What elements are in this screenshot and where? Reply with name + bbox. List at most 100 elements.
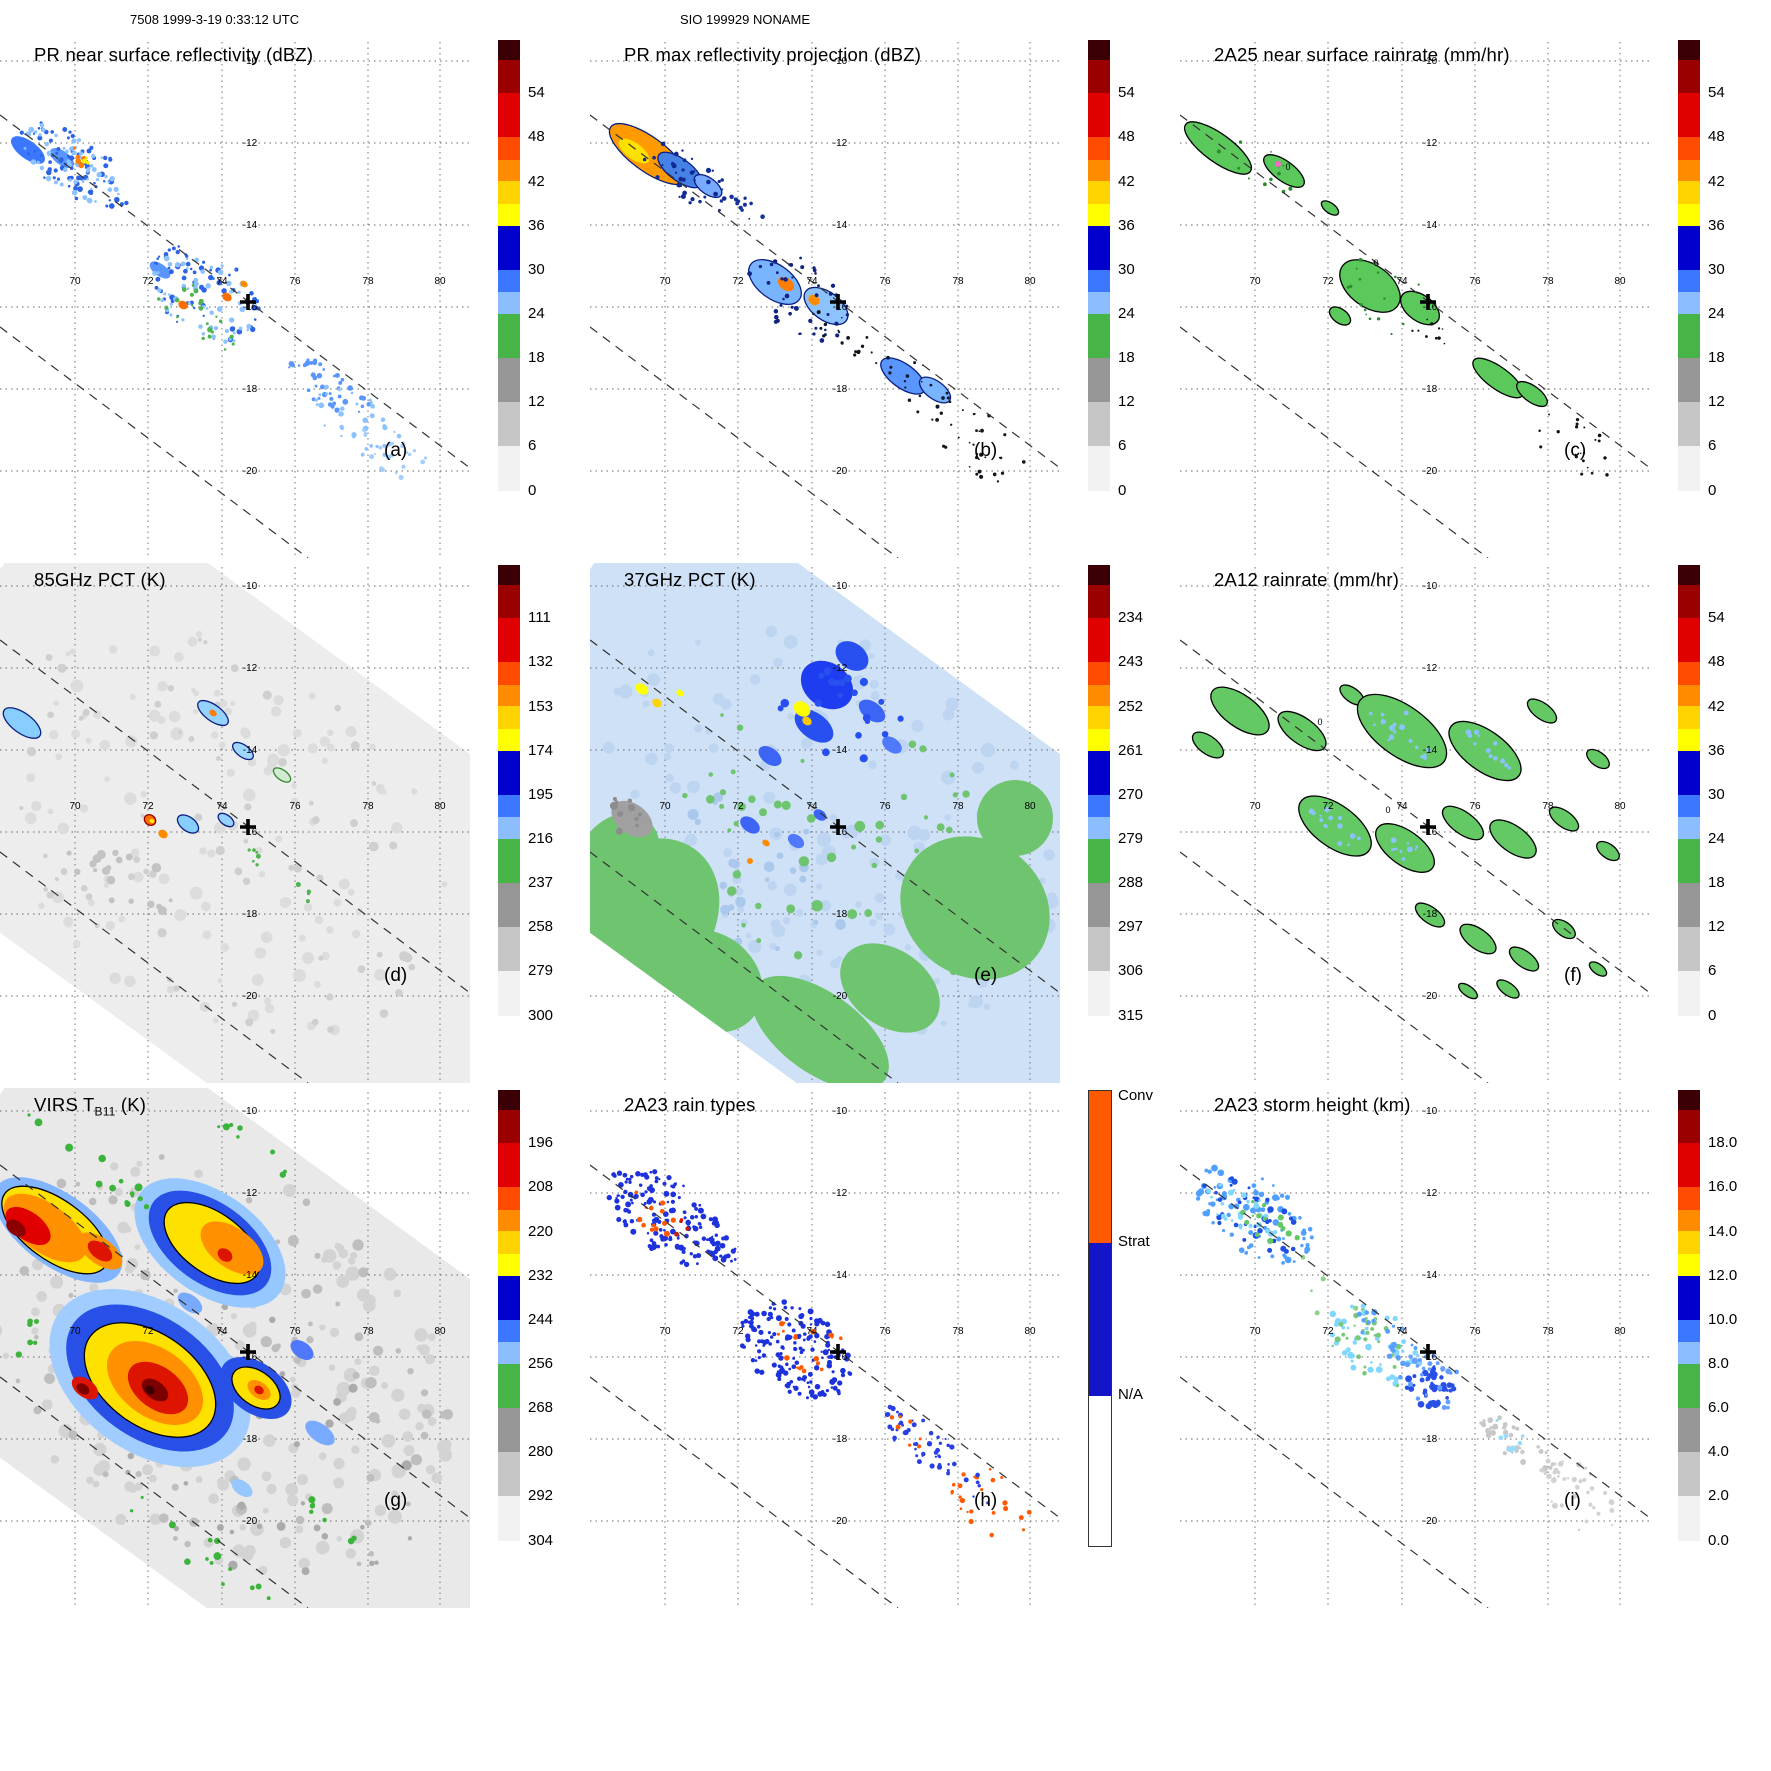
colorbar-tick: 195: [528, 785, 554, 803]
panel-letter: (h): [974, 1490, 997, 1511]
colorbar-labels: 54 48 42 36 30 24 18 12 6 0: [1118, 40, 1176, 499]
panel-letter: (c): [1564, 440, 1586, 461]
colorbar-tick: 54: [528, 84, 545, 102]
colorbar: [498, 1090, 520, 1545]
lat-label: -10: [1423, 56, 1438, 67]
lat-label: -14: [833, 745, 848, 756]
contour-label: 0: [1285, 162, 1290, 172]
lon-label: 72: [1322, 276, 1334, 287]
lon-label: 70: [659, 801, 671, 812]
panel-title: 2A12 rainrate (mm/hr): [1214, 569, 1399, 594]
colorbar: [1088, 1090, 1112, 1547]
precip-blob: [676, 689, 684, 697]
lat-label: -12: [833, 1188, 848, 1199]
lon-label: 78: [1542, 276, 1554, 287]
map-plot: 70 72 74 76 78 80 -10 -12 -14 -16 -18 -20 (h): [590, 1092, 1060, 1608]
contour-label: 0: [1373, 258, 1378, 268]
colorbar-tick: 30: [528, 260, 545, 278]
colorbar-tick: 268: [528, 1399, 554, 1417]
colorbar-tick: 12.0: [1708, 1266, 1738, 1284]
precip-blob: [272, 767, 292, 783]
lon-label: 78: [1542, 1326, 1554, 1337]
panel-title: 37GHz PCT (K): [624, 569, 756, 594]
precip-blob: [1448, 720, 1522, 782]
precip-blob: [149, 818, 155, 824]
precip-blob: [802, 716, 812, 726]
colorbar: [498, 40, 520, 495]
colorbar-tick: 196: [528, 1134, 554, 1152]
graticule: [590, 1092, 1060, 1606]
panel-title-text: 2A25 near surface rainrate (mm/hr): [1214, 44, 1510, 65]
precip-blob: [1328, 306, 1352, 326]
precip-blob: [1516, 380, 1548, 408]
lon-label: 80: [434, 276, 446, 287]
map-plot: 70 72 74 76 78 80 -10 -12 -14 -16 -18 -20 0 0 (f): [1180, 567, 1650, 1083]
panel-letter: (b): [974, 440, 997, 461]
lat-label: -14: [1423, 220, 1438, 231]
panel-title-text: VIRS T: [34, 1094, 95, 1115]
colorbar-tick: 12: [528, 393, 545, 411]
precip-blob: [177, 1292, 203, 1314]
colorbar-tick: 12: [1708, 393, 1725, 411]
lon-label: 72: [1322, 1326, 1334, 1337]
panel-g: 70 72 74 76 78 80 -10 -12 -14 -16 -18 -20 (g) VIRS T…: [0, 1084, 590, 1609]
lon-label: 70: [1249, 1326, 1261, 1337]
colorbar-tick: 0: [1118, 482, 1127, 500]
precip-blob: [813, 809, 827, 821]
lat-label: -20: [833, 1516, 848, 1527]
lon-label: 74: [216, 1326, 228, 1337]
lat-label: -10: [243, 581, 258, 592]
precip-blob: [1459, 923, 1497, 955]
graticule: [1180, 42, 1650, 556]
lon-label: 78: [362, 801, 374, 812]
lon-label: 76: [289, 801, 301, 812]
colorbar-tick: 24: [1118, 304, 1135, 322]
colorbar: [1678, 1090, 1700, 1545]
precip-blob: [747, 858, 753, 864]
lat-label: -16: [243, 1352, 258, 1363]
colorbar-class-label: N/A: [1118, 1385, 1144, 1403]
axis-labels: 70 72 74 76 78 80 -10 -12 -14 -16 -18 -20 0 0: [1249, 56, 1626, 477]
colorbar-tick: 36: [1118, 216, 1135, 234]
figure-header: 7508 1999-3-19 0:33:12 UTC SIO 199929 NO…: [0, 0, 1771, 34]
colorbar-tick: 153: [528, 697, 554, 715]
graticule: [1180, 567, 1650, 1081]
precip-blob: [900, 836, 1050, 980]
precip-blob: [222, 292, 232, 302]
axis-labels: 70 72 74 76 78 80 -10 -12 -14 -16 -18 -20: [659, 581, 1036, 1002]
swath-edge-lines: [1180, 1164, 1650, 1608]
lat-label: -20: [243, 991, 258, 1002]
lat-label: -20: [833, 466, 848, 477]
colorbar-tick: 16.0: [1708, 1178, 1738, 1196]
precip-blob: [1414, 902, 1446, 928]
precip-blob: [1356, 693, 1448, 769]
contour-label: 0: [1317, 717, 1322, 727]
panel-title-text: 2A12 rainrate (mm/hr): [1214, 569, 1400, 590]
colorbar-tick: 24: [528, 304, 545, 322]
lat-label: -18: [243, 909, 258, 920]
colorbar-tick: 292: [528, 1487, 554, 1505]
lon-label: 80: [1614, 1326, 1626, 1337]
panel-title: 2A23 rain types: [624, 1094, 756, 1119]
lon-label: 80: [434, 801, 446, 812]
panel-title-subscript: B11: [94, 1104, 116, 1119]
panel-title: 2A25 near surface rainrate (mm/hr): [1214, 44, 1510, 69]
storm-center-cross: [1420, 294, 1436, 310]
swath-edge-lines: [590, 639, 1060, 1083]
colorbar-tick: 42: [1708, 172, 1725, 190]
lon-label: 76: [1469, 1326, 1481, 1337]
precip-features: [10, 121, 428, 481]
lon-label: 72: [732, 1326, 744, 1337]
panel-b: 70 72 74 76 78 80 -10 -12 -14 -16 -18 -20 (b) PR max…: [590, 34, 1180, 559]
lon-label: 78: [1542, 801, 1554, 812]
colorbar-tick: 237: [528, 874, 554, 892]
colorbar: [1678, 565, 1700, 1020]
precip-features: [1191, 684, 1620, 1000]
lat-label: -16: [243, 302, 258, 313]
precip-blob: [217, 812, 235, 828]
lat-label: -14: [1423, 1270, 1438, 1281]
lon-label: 80: [1024, 276, 1036, 287]
colorbar-tick: 54: [1708, 609, 1725, 627]
lon-label: 70: [69, 801, 81, 812]
precip-blob: [209, 709, 217, 717]
